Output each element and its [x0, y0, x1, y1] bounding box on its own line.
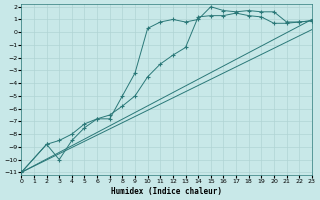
X-axis label: Humidex (Indice chaleur): Humidex (Indice chaleur) — [111, 187, 222, 196]
